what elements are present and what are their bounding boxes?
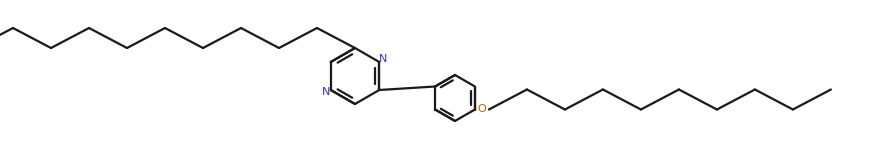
Text: N: N: [322, 87, 330, 97]
Text: N: N: [379, 54, 387, 64]
Text: O: O: [478, 105, 487, 114]
